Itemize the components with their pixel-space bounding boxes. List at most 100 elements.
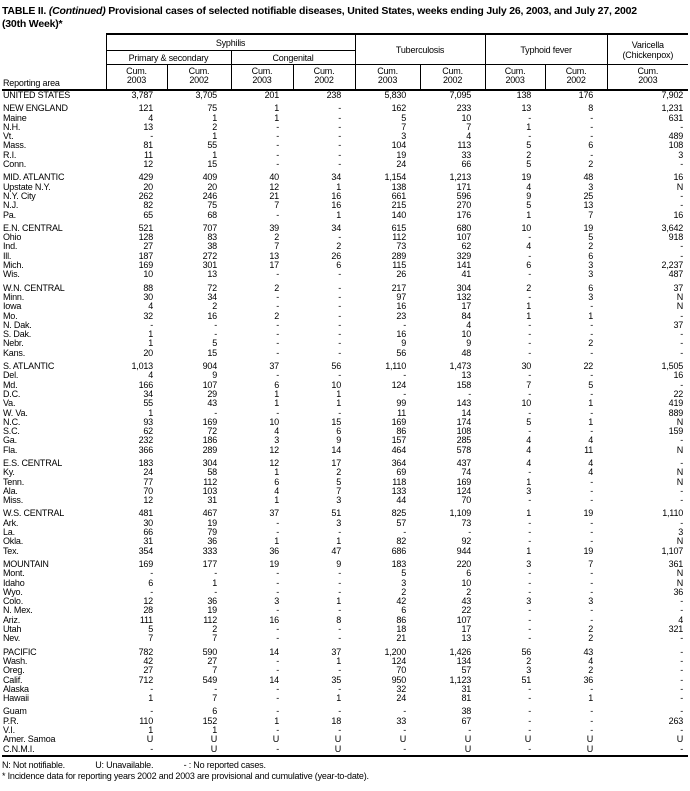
cell: 187: [138, 250, 154, 261]
table-row: Minn. 30 34 - - 97 132 - 3 N: [2, 291, 688, 302]
cell: 29: [207, 388, 217, 399]
cell: N: [676, 577, 684, 588]
cell: 56: [521, 646, 532, 657]
cell: 366: [138, 444, 154, 455]
cell: -: [276, 725, 279, 735]
cell: 169: [138, 558, 154, 569]
cell: -: [528, 517, 532, 528]
cell: 4: [466, 319, 472, 330]
col-header-cum: Cum. 2003: [484, 64, 546, 91]
cell: -: [528, 291, 532, 302]
table-row: Wyo. - - - - 2 2 - - 36: [2, 586, 688, 597]
cell: 37: [331, 646, 342, 657]
cell: 2: [588, 241, 594, 252]
cell: -: [590, 149, 594, 160]
cell: 57: [461, 665, 472, 676]
cell: -: [338, 586, 342, 597]
row-label: Va.: [3, 398, 16, 409]
cell: 38: [207, 241, 217, 252]
row-label: Miss.: [3, 495, 23, 506]
cell: 1: [336, 655, 342, 666]
cell: 2: [212, 121, 217, 132]
cell: -: [214, 683, 217, 694]
row-label: Ark.: [3, 517, 19, 528]
cell: 79: [207, 527, 217, 538]
cell: 169: [138, 260, 154, 271]
cell: 1: [336, 181, 342, 192]
cell: 4: [678, 614, 684, 625]
cell: 3: [588, 291, 594, 302]
cell: -: [680, 683, 684, 694]
row-label: R.I.: [3, 149, 17, 160]
cell: 169: [391, 416, 407, 427]
cell: -: [590, 112, 594, 123]
cell: 3: [588, 269, 594, 280]
cell: 6: [526, 260, 532, 271]
table-row: Idaho 6 1 - - 3 10 - - N: [2, 577, 688, 588]
footnote-not-notifiable: N: Not notifiable.: [2, 759, 65, 770]
cell: 4: [588, 457, 594, 468]
cell: 7: [274, 241, 279, 252]
cell: 2: [588, 624, 594, 635]
table-row: Ark. 30 19 - 3 57 73 - - -: [2, 517, 688, 528]
cell: 9: [401, 338, 407, 349]
cell: 12: [143, 495, 153, 506]
cell: 47: [331, 545, 342, 556]
cell: 65: [143, 209, 153, 220]
cell: -: [528, 329, 532, 340]
cell: 177: [202, 558, 218, 569]
cell: 2: [526, 655, 532, 666]
cell: 1: [588, 398, 594, 409]
cell: -: [590, 329, 594, 340]
cell: 3,787: [131, 90, 153, 100]
cell: 707: [202, 222, 218, 233]
cell: 1: [274, 103, 279, 114]
table-row: N. Dak. - - - - - 4 - - 37: [2, 319, 688, 330]
cell: 40: [269, 172, 279, 183]
cell: -: [338, 310, 342, 321]
cell: 132: [456, 291, 472, 302]
cell: 8: [336, 614, 342, 625]
cell: 26: [331, 250, 342, 261]
row-label: Hawaii: [3, 693, 29, 704]
table-row: E.S. CENTRAL 183 304 12 17 364 437 4 4 -: [2, 457, 688, 468]
cell: -: [528, 633, 532, 644]
cell: 7,095: [449, 90, 472, 100]
cell: 183: [138, 457, 154, 468]
cell: -: [528, 693, 532, 704]
table-row: Tex. 354 333 36 47 686 944 1 19 1,107: [2, 545, 688, 556]
table-row: Mich. 169 301 17 6 115 141 6 3 2,237: [2, 260, 688, 271]
cell: 30: [143, 291, 153, 302]
cell: 75: [207, 103, 217, 114]
cell: -: [528, 370, 532, 381]
cell: -: [590, 426, 594, 437]
cell: 1: [148, 329, 153, 340]
cell: -: [276, 149, 279, 160]
cell: 2: [526, 149, 532, 160]
row-label: Guam: [3, 706, 27, 717]
row-label: N.H.: [3, 121, 21, 132]
cell: 2: [401, 586, 407, 597]
cell: -: [590, 485, 594, 496]
cell: 680: [456, 222, 472, 233]
cell: 5: [588, 232, 594, 243]
cell: 2: [588, 633, 594, 644]
cell: 19: [583, 545, 594, 556]
cell: 1: [274, 495, 279, 506]
row-label: MID. ATLANTIC: [3, 172, 65, 183]
row-label: Utah: [3, 624, 22, 635]
cell: -: [590, 319, 594, 330]
cell: 1: [336, 536, 342, 547]
cell: 429: [138, 172, 154, 183]
cell: -: [338, 370, 342, 381]
cell: -: [590, 347, 594, 358]
cell: 21: [269, 190, 279, 201]
cell: 217: [391, 282, 407, 293]
cell: 2: [274, 282, 279, 293]
row-label: C.N.M.I.: [2, 744, 106, 757]
cell: 157: [391, 435, 407, 446]
cell: 1,473: [449, 361, 472, 372]
cell: -: [528, 131, 532, 142]
cell: -: [150, 683, 153, 694]
cell: 36: [583, 674, 594, 685]
